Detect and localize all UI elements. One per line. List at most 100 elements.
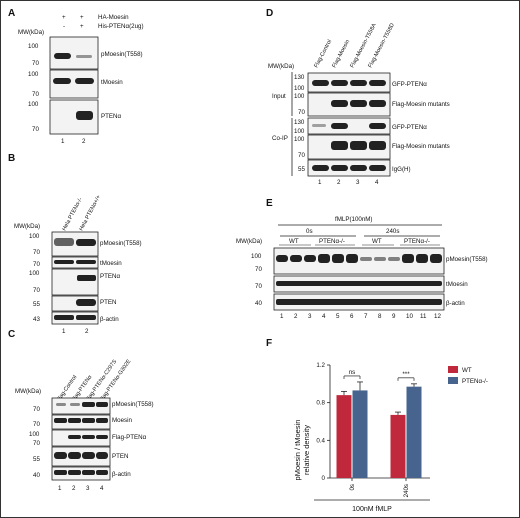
mw-marker: 100 — [28, 43, 39, 50]
mw-marker: 40 — [33, 472, 40, 479]
band — [331, 141, 348, 150]
lane-header: Flag-Control — [313, 39, 333, 69]
band — [56, 403, 66, 406]
band — [388, 257, 400, 261]
blot — [307, 159, 391, 177]
bar — [406, 386, 422, 478]
blot — [51, 268, 99, 296]
mw-axis-label: MW(kDa) — [14, 223, 40, 230]
band — [82, 452, 95, 459]
band — [68, 435, 81, 439]
band — [68, 470, 81, 475]
band — [350, 100, 367, 107]
x-tick-label: 0s — [349, 484, 356, 491]
band — [331, 165, 348, 171]
band — [312, 80, 329, 86]
x-axis-label: 100nM fMLP — [352, 506, 392, 513]
lane-number: 11 — [420, 313, 427, 320]
mw-marker: 100 — [28, 71, 39, 78]
lane-number: 2 — [85, 328, 89, 335]
band — [369, 141, 386, 150]
band — [331, 123, 348, 129]
band — [54, 452, 67, 459]
blot — [51, 256, 99, 269]
bar — [352, 390, 368, 478]
lane-number: 1 — [280, 313, 284, 320]
blot-label: pMoesin(T558) — [446, 256, 488, 263]
blot — [307, 72, 391, 93]
mw-marker: 40 — [255, 300, 262, 307]
legend-entry: WT — [462, 367, 472, 374]
band — [96, 402, 108, 407]
blot-label: tMoesin — [446, 281, 468, 288]
panel-d: Flag-Control Flag-Moesin Flag-Moesin-T55… — [268, 22, 450, 186]
significance-label: *** — [402, 371, 410, 378]
mw-marker: 100 — [29, 431, 40, 438]
lane-number: 12 — [434, 313, 441, 320]
blot-label: PTEN — [112, 453, 129, 460]
mw-marker: 70 — [33, 406, 40, 413]
band — [54, 418, 67, 423]
mw-marker: 55 — [33, 456, 40, 463]
time-label: 0s — [306, 228, 313, 235]
blot-label: GFP-PTENα — [392, 124, 427, 131]
genotype-label: PTENα-/- — [404, 238, 430, 245]
mw-marker: 55 — [33, 301, 40, 308]
band — [68, 418, 81, 423]
panel-label-b: B — [8, 153, 15, 164]
band — [68, 452, 81, 459]
blot — [51, 397, 111, 415]
blot — [307, 92, 391, 117]
mw-marker: 100 — [29, 270, 40, 277]
mw-axis-label: MW(kDa) — [15, 388, 41, 395]
band — [290, 255, 302, 262]
legend-swatch — [448, 377, 458, 384]
blot — [51, 414, 111, 430]
lane-number: 8 — [378, 313, 382, 320]
lane-number: 1 — [62, 328, 66, 335]
mw-marker: 70 — [255, 266, 262, 273]
band — [54, 238, 74, 246]
blot-label: IgG(H) — [392, 166, 411, 173]
panel-label-c: C — [8, 329, 15, 340]
band — [54, 470, 67, 475]
panel-label-a: A — [8, 8, 15, 19]
mw-marker: 70 — [298, 109, 305, 116]
band — [369, 100, 386, 107]
y-tick-label: 0.4 — [316, 437, 325, 444]
band — [374, 257, 386, 261]
lane-number: 5 — [336, 313, 340, 320]
band — [312, 124, 326, 127]
condition-label: His-PTENα(2ug) — [98, 23, 144, 30]
mw-marker: 70 — [33, 287, 40, 294]
blot-label: β-actin — [446, 300, 465, 307]
blot-label: β-actin — [112, 471, 131, 478]
band — [350, 141, 367, 150]
blot — [51, 466, 111, 481]
mw-marker: 130 — [294, 74, 305, 81]
condition-label: HA-Moesin — [98, 14, 129, 21]
band — [96, 435, 108, 439]
band — [402, 254, 414, 263]
band — [331, 100, 348, 107]
band — [76, 239, 96, 246]
panel-b: Hela PTENα-/- Hela PTENα+/+ MW(kDa) 100 … — [14, 194, 142, 335]
band — [76, 111, 93, 120]
band — [304, 255, 316, 262]
mw-marker: 70 — [255, 283, 262, 290]
band — [332, 254, 344, 263]
mw-marker: 70 — [298, 152, 305, 159]
group-label-coip: Co-IP — [272, 135, 288, 142]
mw-marker: 55 — [298, 166, 305, 173]
blot-label: PTENα — [100, 273, 121, 280]
lane-number: 3 — [86, 485, 90, 492]
lane-header: Flag-Moesin — [331, 39, 351, 69]
mw-marker: 70 — [33, 249, 40, 256]
blot-label: pMoesin(T558) — [100, 240, 142, 247]
x-tick-label: 240s — [403, 484, 410, 497]
panel-c: Flag-Control Flag-PTENα Flag-PTENα-C297S… — [15, 358, 154, 492]
band — [96, 470, 108, 475]
band — [346, 254, 358, 263]
band — [76, 315, 96, 320]
panel-label-e: E — [266, 198, 273, 209]
